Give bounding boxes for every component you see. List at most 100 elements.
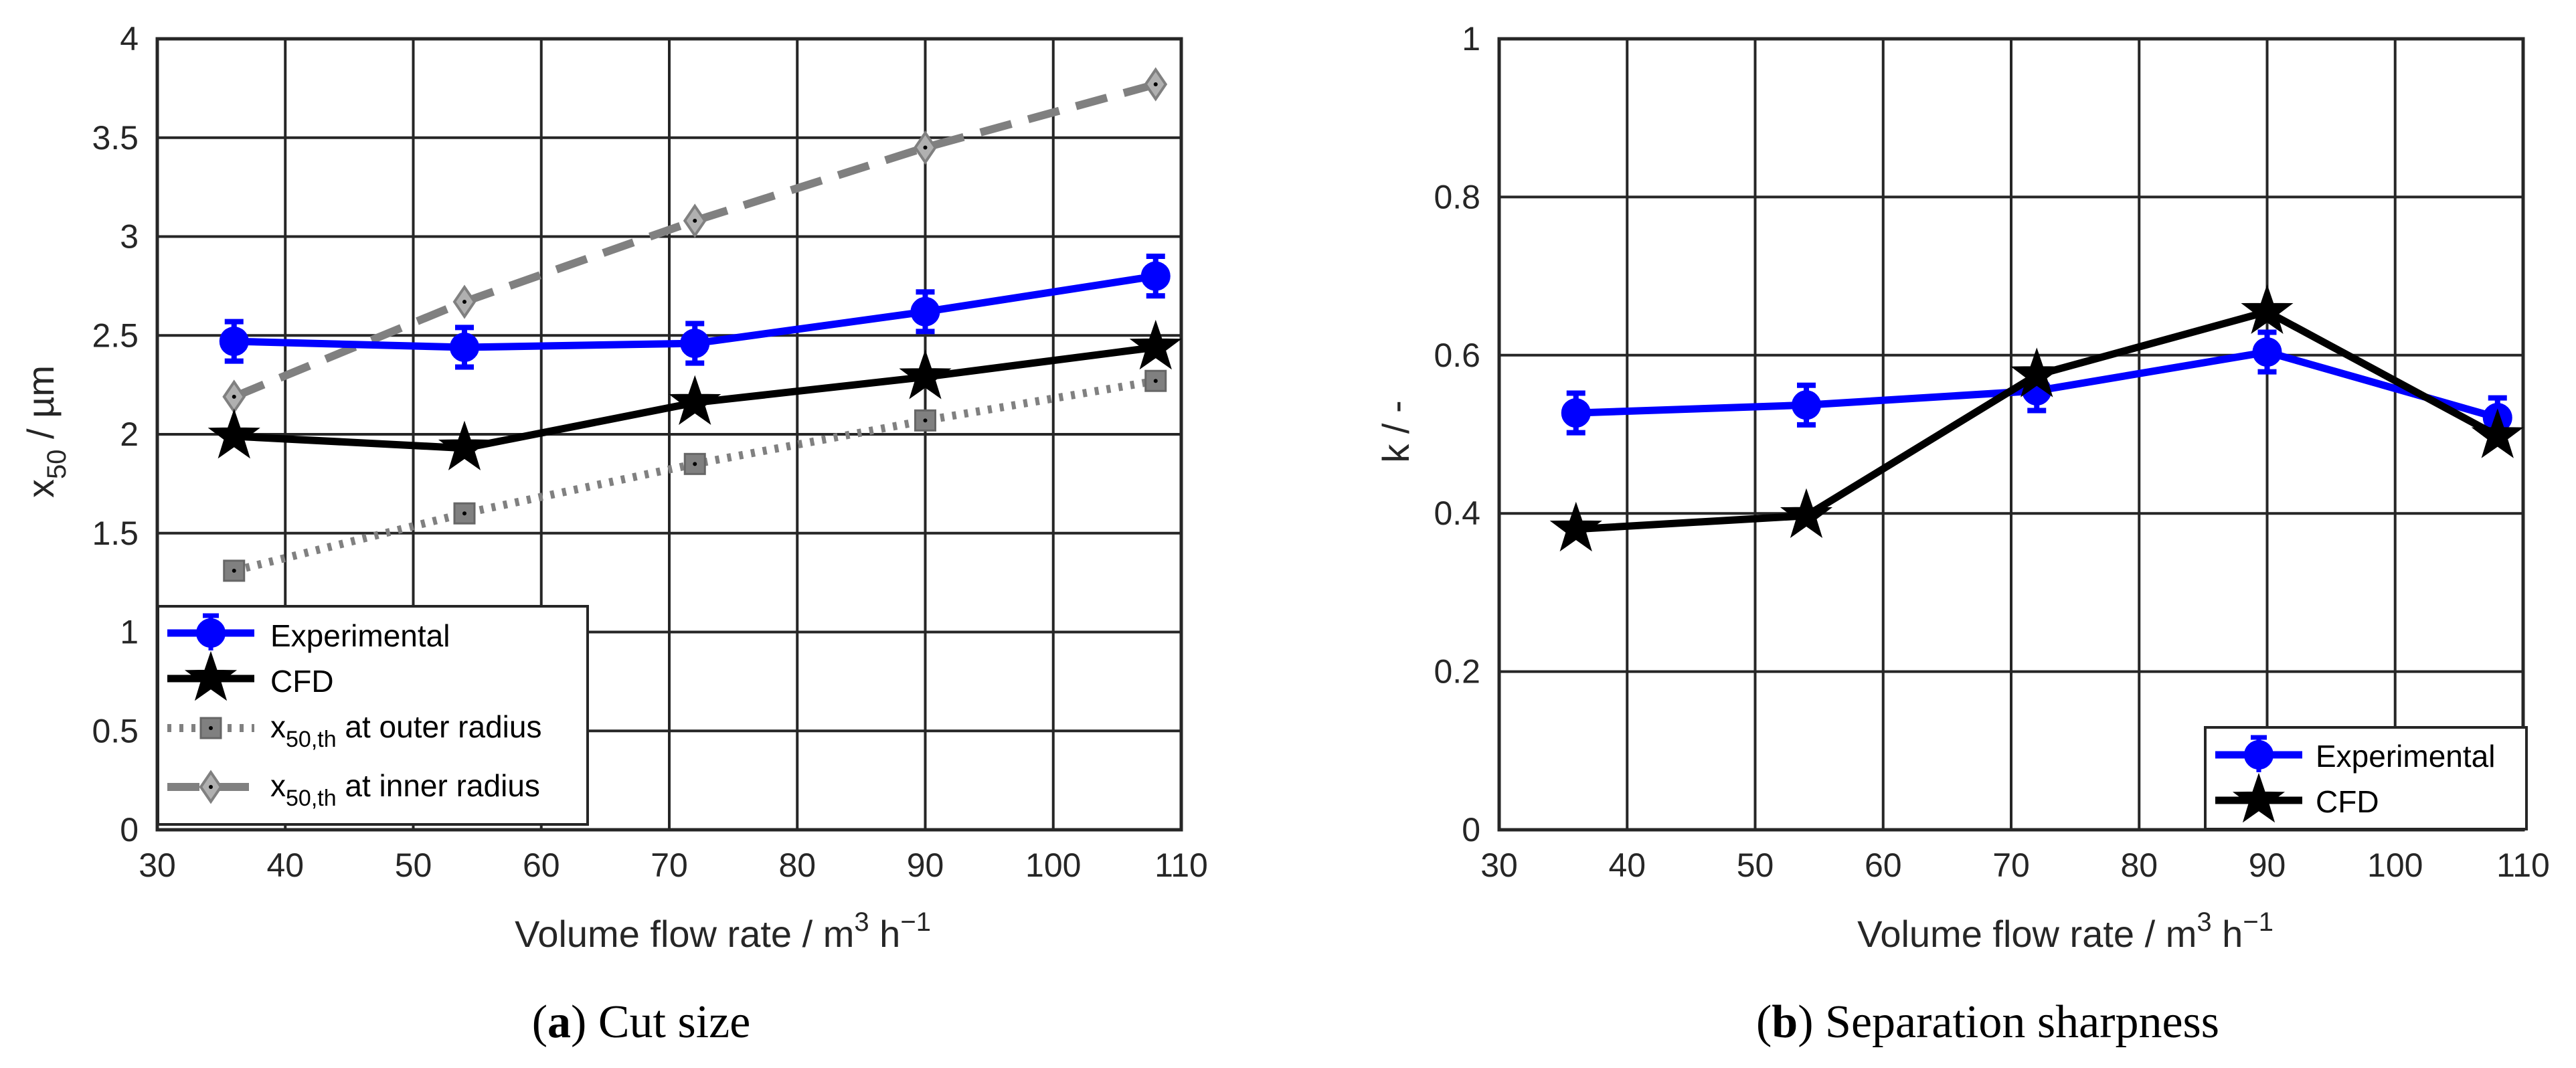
panel-b-legend: Experimental CFD xyxy=(2204,726,2528,830)
panel-a-y-tick-label: 0.5 xyxy=(92,712,139,749)
panel-a-legend-symbols xyxy=(167,613,254,804)
panel-b-y-tick-label: 0.2 xyxy=(1434,653,1480,691)
panel-b-point-cfd xyxy=(2241,284,2294,334)
panel-a-point-x-50-th-at-inner-radius-dot xyxy=(923,145,928,150)
panel-a-legend-label-cfd: CFD xyxy=(270,664,334,699)
panel-a-axes-frame xyxy=(155,37,1183,832)
panel-a-x-tick-label: 100 xyxy=(1025,847,1081,884)
panel-a-x-tick-label: 60 xyxy=(523,847,560,884)
panel-b-y-tick-labels: 0 0.2 0.4 0.6 0.8 1 xyxy=(1434,20,1480,849)
panel-a-cut-size: 30 40 50 60 70 80 90 100 110 0 0.5 1 1.5 2 2.5 3 3.5 4 V… xyxy=(19,20,1208,1048)
panel-a-point-x-50-th-at-outer-radius-dot xyxy=(232,568,236,573)
panel-a-legend-label-inner-radius: x50,th at inner radius xyxy=(270,768,540,811)
panel-a-point-cfd xyxy=(1129,319,1182,370)
panel-a-legend-marker-experimental xyxy=(196,618,226,648)
panel-a-y-tick-label: 2 xyxy=(120,416,139,453)
panel-b-point-experimental xyxy=(1792,390,1821,420)
panel-b-x-tick-label: 80 xyxy=(2120,847,2158,884)
panel-a-y-tick-label: 1 xyxy=(120,614,139,651)
panel-b-x-tick-labels: 30 40 50 60 70 80 90 100 110 xyxy=(1480,847,2550,884)
panel-a-point-x-50-th-at-outer-radius-dot xyxy=(462,511,466,516)
panel-b-x-tick-label: 100 xyxy=(2367,847,2423,884)
panel-a-y-tick-label: 3 xyxy=(120,218,139,256)
panel-b-legend-marker-experimental xyxy=(2244,740,2273,770)
panel-a-series-x-50-th-at-outer-radius xyxy=(223,369,1167,582)
panel-b-point-cfd xyxy=(1780,488,1833,539)
panel-b-legend-label-cfd: CFD xyxy=(2316,784,2379,819)
panel-a-point-x-50-th-at-inner-radius-dot xyxy=(462,300,466,304)
panel-b-x-tick-label: 90 xyxy=(2249,847,2286,884)
panel-b-y-tick-label: 1 xyxy=(1462,20,1480,58)
panel-b-legend-label-experimental: Experimental xyxy=(2316,739,2495,774)
panel-a-legend-marker-x-50-th-at-outer-radius xyxy=(199,717,222,739)
panel-b-caption: (b) Separation sharpness xyxy=(1756,996,2219,1048)
panel-b-y-tick-label: 0.8 xyxy=(1434,178,1480,215)
panel-a-legend-marker-x-50-th-at-outer-radius-dot xyxy=(209,726,213,730)
panel-b-legend-marker-cfd xyxy=(2232,772,2286,823)
panel-b-x-tick-label: 50 xyxy=(1737,847,1774,884)
panel-a-x-tick-label: 40 xyxy=(266,847,304,884)
panel-a-line-x-50-th-at-inner-radius xyxy=(232,80,1157,401)
panel-a-point-experimental xyxy=(1140,261,1171,291)
panel-a-point-cfd xyxy=(669,375,721,426)
panel-a-point-experimental xyxy=(680,329,710,359)
panel-a-y-tick-label: 4 xyxy=(120,20,139,58)
panel-a-legend-marker-cfd xyxy=(184,650,238,701)
panel-a-x-tick-label: 50 xyxy=(395,847,432,884)
panel-b-x-tick-label: 70 xyxy=(1992,847,2030,884)
panel-a-x-axis-label: Volume flow rate / m3 h−1 xyxy=(515,907,931,955)
panel-a-point-cfd xyxy=(207,408,260,459)
panel-b-point-cfd xyxy=(2010,347,2063,397)
panel-a-x-tick-label: 90 xyxy=(907,847,944,884)
panel-a-legend-label-experimental: Experimental xyxy=(270,618,450,653)
panel-a-point-experimental xyxy=(450,332,479,362)
panel-a-x-tick-label: 70 xyxy=(651,847,688,884)
panel-b-point-experimental xyxy=(2252,337,2282,367)
panel-a-point-cfd xyxy=(899,349,952,399)
panel-a-x-tick-labels: 30 40 50 60 70 80 90 100 110 xyxy=(139,847,1208,884)
panel-a-y-tick-label: 3.5 xyxy=(92,119,139,157)
panel-a-y-axis-label: x50 / µm xyxy=(19,365,72,498)
panel-b-x-tick-label: 60 xyxy=(1865,847,1902,884)
panel-a-point-experimental xyxy=(910,296,940,327)
panel-a-series-experimental xyxy=(219,254,1171,370)
panel-a-point-x-50-th-at-inner-radius-dot xyxy=(1153,82,1158,86)
panel-a-y-tick-label: 0 xyxy=(120,811,139,849)
panel-b-point-cfd xyxy=(2471,408,2524,458)
panel-a-point-x-50-th-at-inner-radius-dot xyxy=(232,394,236,399)
panel-b-legend-symbols xyxy=(2215,735,2302,823)
panel-a-caption: (a) Cut size xyxy=(532,996,751,1048)
panel-b-y-tick-label: 0.6 xyxy=(1434,337,1480,374)
panel-a-y-tick-labels: 0 0.5 1 1.5 2 2.5 3 3.5 4 xyxy=(92,20,139,849)
panel-b-y-tick-label: 0.4 xyxy=(1434,495,1480,532)
panel-a-point-x-50-th-at-outer-radius-dot xyxy=(1153,379,1158,383)
panel-b-point-experimental xyxy=(1561,398,1591,428)
panel-b-separation-sharpness: 30 40 50 60 70 80 90 100 110 0 0.2 0.4 0.6 0.8 1 Volu… xyxy=(1375,20,2550,1048)
panel-a-y-tick-label: 2.5 xyxy=(92,317,139,354)
panel-b-series xyxy=(1549,284,2524,552)
panel-b-axes-frame xyxy=(1497,37,2525,832)
panel-a-y-tick-label: 1.5 xyxy=(92,515,139,552)
panel-b-x-tick-label: 110 xyxy=(2496,847,2550,884)
panel-a-point-experimental xyxy=(219,327,249,357)
panel-a-point-x-50-th-at-inner-radius-dot xyxy=(693,218,697,223)
panel-b-x-tick-label: 40 xyxy=(1608,847,1646,884)
panel-a-series-cfd xyxy=(207,319,1182,470)
panel-b-grid xyxy=(1497,37,2525,832)
panel-a-x-tick-label: 30 xyxy=(139,847,176,884)
panel-b-x-axis-label: Volume flow rate / m3 h−1 xyxy=(1857,907,2273,955)
panel-b-y-axis-label: k / - xyxy=(1375,400,1417,462)
panel-b-y-tick-label: 0 xyxy=(1462,811,1480,849)
panel-a-point-x-50-th-at-outer-radius-dot xyxy=(923,418,928,423)
panel-a-x-tick-label: 80 xyxy=(778,847,816,884)
panel-a-legend-label-outer-radius: x50,th at outer radius xyxy=(270,709,541,752)
panel-a-legend: Experimental CFD x50,th at outer radius … xyxy=(157,605,589,826)
panel-a-point-x-50-th-at-outer-radius xyxy=(1144,369,1167,392)
panel-a-series xyxy=(207,67,1182,582)
panel-a-point-cfd xyxy=(438,420,491,470)
panel-b-point-cfd xyxy=(1549,501,1602,552)
panel-a-grid xyxy=(155,37,1183,832)
panel-b-x-tick-label: 30 xyxy=(1480,847,1518,884)
panel-b-series-cfd xyxy=(1549,284,2524,552)
